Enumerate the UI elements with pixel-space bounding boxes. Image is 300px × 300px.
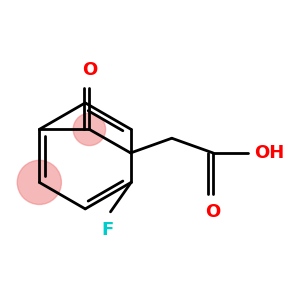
Text: O: O (82, 61, 97, 79)
Text: O: O (206, 203, 221, 221)
Circle shape (73, 113, 106, 146)
Circle shape (17, 160, 62, 205)
Text: OH: OH (254, 144, 284, 162)
Text: F: F (101, 221, 114, 239)
